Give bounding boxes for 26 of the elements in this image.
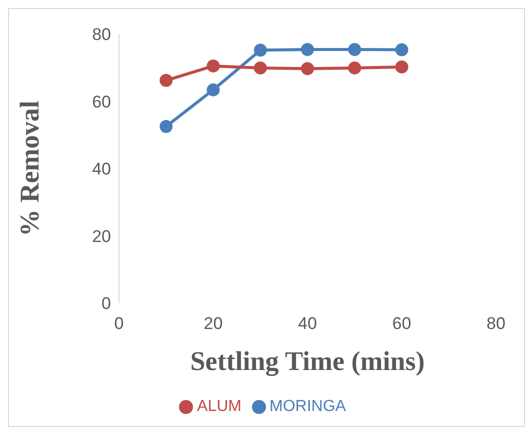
- point: [160, 74, 173, 87]
- point: [301, 62, 314, 76]
- point: [254, 61, 267, 74]
- point: [254, 44, 267, 57]
- y-tick-label: 80: [92, 25, 111, 44]
- x-tick-label: 40: [298, 314, 317, 334]
- point: [301, 42, 314, 56]
- y-tick-label: 40: [92, 160, 111, 179]
- point: [206, 83, 220, 96]
- point: [206, 59, 220, 72]
- y-tick-label: 60: [92, 92, 111, 112]
- x-tick-label: 0: [114, 314, 124, 334]
- point: [348, 42, 362, 56]
- point: [395, 43, 408, 56]
- point: [395, 60, 408, 74]
- x-tick-label: 80: [486, 314, 506, 334]
- y-tick-label: 20: [92, 226, 111, 246]
- point: [348, 61, 362, 74]
- x-tick-label: 60: [392, 314, 412, 334]
- legend-label: MORINGA: [270, 398, 346, 415]
- legend-label: ALUM: [197, 398, 242, 415]
- x-tick-label: 20: [204, 314, 223, 334]
- x-axis-title: Settling Time (mins): [190, 346, 425, 376]
- y-tick-label: 0: [102, 294, 111, 314]
- point: [160, 120, 173, 133]
- y-axis-title: % Removal: [14, 100, 45, 236]
